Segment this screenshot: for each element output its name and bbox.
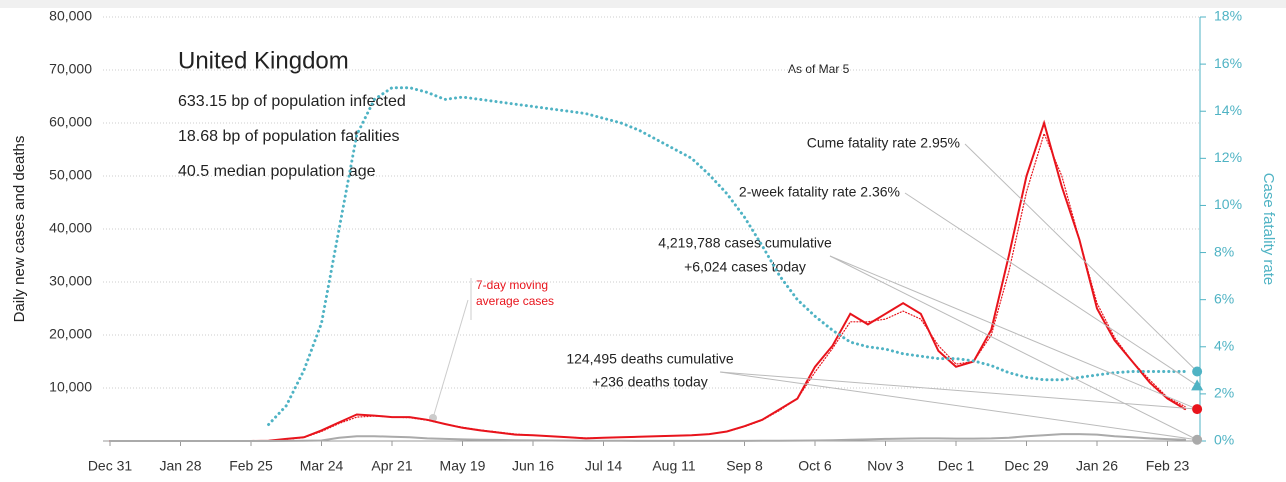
y2-tick-label: 2% (1214, 385, 1234, 401)
y2-tick-label: 4% (1214, 337, 1234, 353)
subtitle: 40.5 median population age (178, 163, 376, 180)
end-marker (1192, 404, 1203, 415)
annotations: Cume fatality rate 2.95% 2-week fatality… (429, 135, 960, 422)
leader-line (432, 299, 469, 419)
x-tick-label: Oct 6 (798, 458, 832, 474)
x-tick-label: Apr 21 (371, 458, 412, 474)
annotation: 124,495 deaths cumulative (566, 351, 734, 367)
y-tick-label: 30,000 (49, 273, 92, 289)
x-tick-label: Dec 29 (1004, 458, 1049, 474)
annotation: +6,024 cases today (684, 259, 806, 275)
x-tick-label: Mar 24 (300, 458, 344, 474)
chart-title: United Kingdom (178, 47, 349, 74)
y-tick-label: 60,000 (49, 114, 92, 130)
y2-tick-label: 8% (1214, 243, 1234, 259)
as-of: As of Mar 5 (788, 62, 850, 76)
subtitle: 18.68 bp of population fatalities (178, 128, 400, 145)
y-tick-label: 40,000 (49, 220, 92, 236)
x-tick-label: Jan 28 (159, 458, 201, 474)
end-marker (1192, 366, 1203, 377)
x-tick-label: Aug 11 (652, 458, 696, 474)
y2-tick-label: 12% (1214, 149, 1242, 165)
y2-tick-label: 0% (1214, 432, 1234, 448)
leader-line (829, 255, 1198, 441)
end-marker (1191, 379, 1204, 391)
x-tick-label: Nov 3 (867, 458, 904, 474)
y2-tick-label: 6% (1214, 290, 1234, 306)
y2-tick-label: 10% (1214, 196, 1242, 212)
y2-tick-label: 18% (1214, 8, 1242, 24)
y-tick-label: 70,000 (49, 61, 92, 77)
x-tick-label: Dec 31 (88, 458, 133, 474)
y-axis-label: Daily new cases and deaths (11, 136, 28, 323)
x-tick-label: Feb 23 (1146, 458, 1190, 474)
x-tick-label: Jul 14 (585, 458, 623, 474)
annotation: Cume fatality rate 2.95% (807, 135, 960, 151)
leader-line (964, 143, 1198, 372)
y-tick-label: 80,000 (49, 8, 92, 24)
subtitle: 633.15 bp of population infected (178, 93, 406, 110)
annotation: 7-day moving (476, 278, 548, 292)
series-line (109, 131, 1186, 442)
x-tick-label: Sep 8 (726, 458, 763, 474)
leader-line (829, 255, 1198, 410)
y-tick-label: 20,000 (49, 326, 92, 342)
y-tick-label: 10,000 (49, 379, 92, 395)
annotation: 4,219,788 cases cumulative (658, 235, 832, 251)
annotation: average cases (476, 294, 554, 308)
series-line (267, 86, 1187, 426)
series-line (109, 433, 1187, 442)
leader-line (719, 371, 1198, 441)
y-tick-label: 50,000 (49, 167, 92, 183)
x-tick-label: Jan 26 (1076, 458, 1118, 474)
y2-tick-label: 14% (1214, 102, 1242, 118)
x-tick-label: Dec 1 (938, 458, 975, 474)
leader-line (719, 371, 1198, 410)
x-tick-label: Jun 16 (512, 458, 554, 474)
y2-axis-label: Case fatality rate (1260, 173, 1277, 286)
x-tick-label: May 19 (440, 458, 486, 474)
x-tick-label: Feb 25 (229, 458, 273, 474)
top-band (0, 0, 1286, 8)
end-marker (1192, 434, 1203, 445)
annotation: +236 deaths today (592, 374, 708, 390)
leader-line (904, 192, 1198, 386)
annotation: 2-week fatality rate 2.36% (739, 184, 900, 200)
y2-tick-label: 16% (1214, 55, 1242, 71)
